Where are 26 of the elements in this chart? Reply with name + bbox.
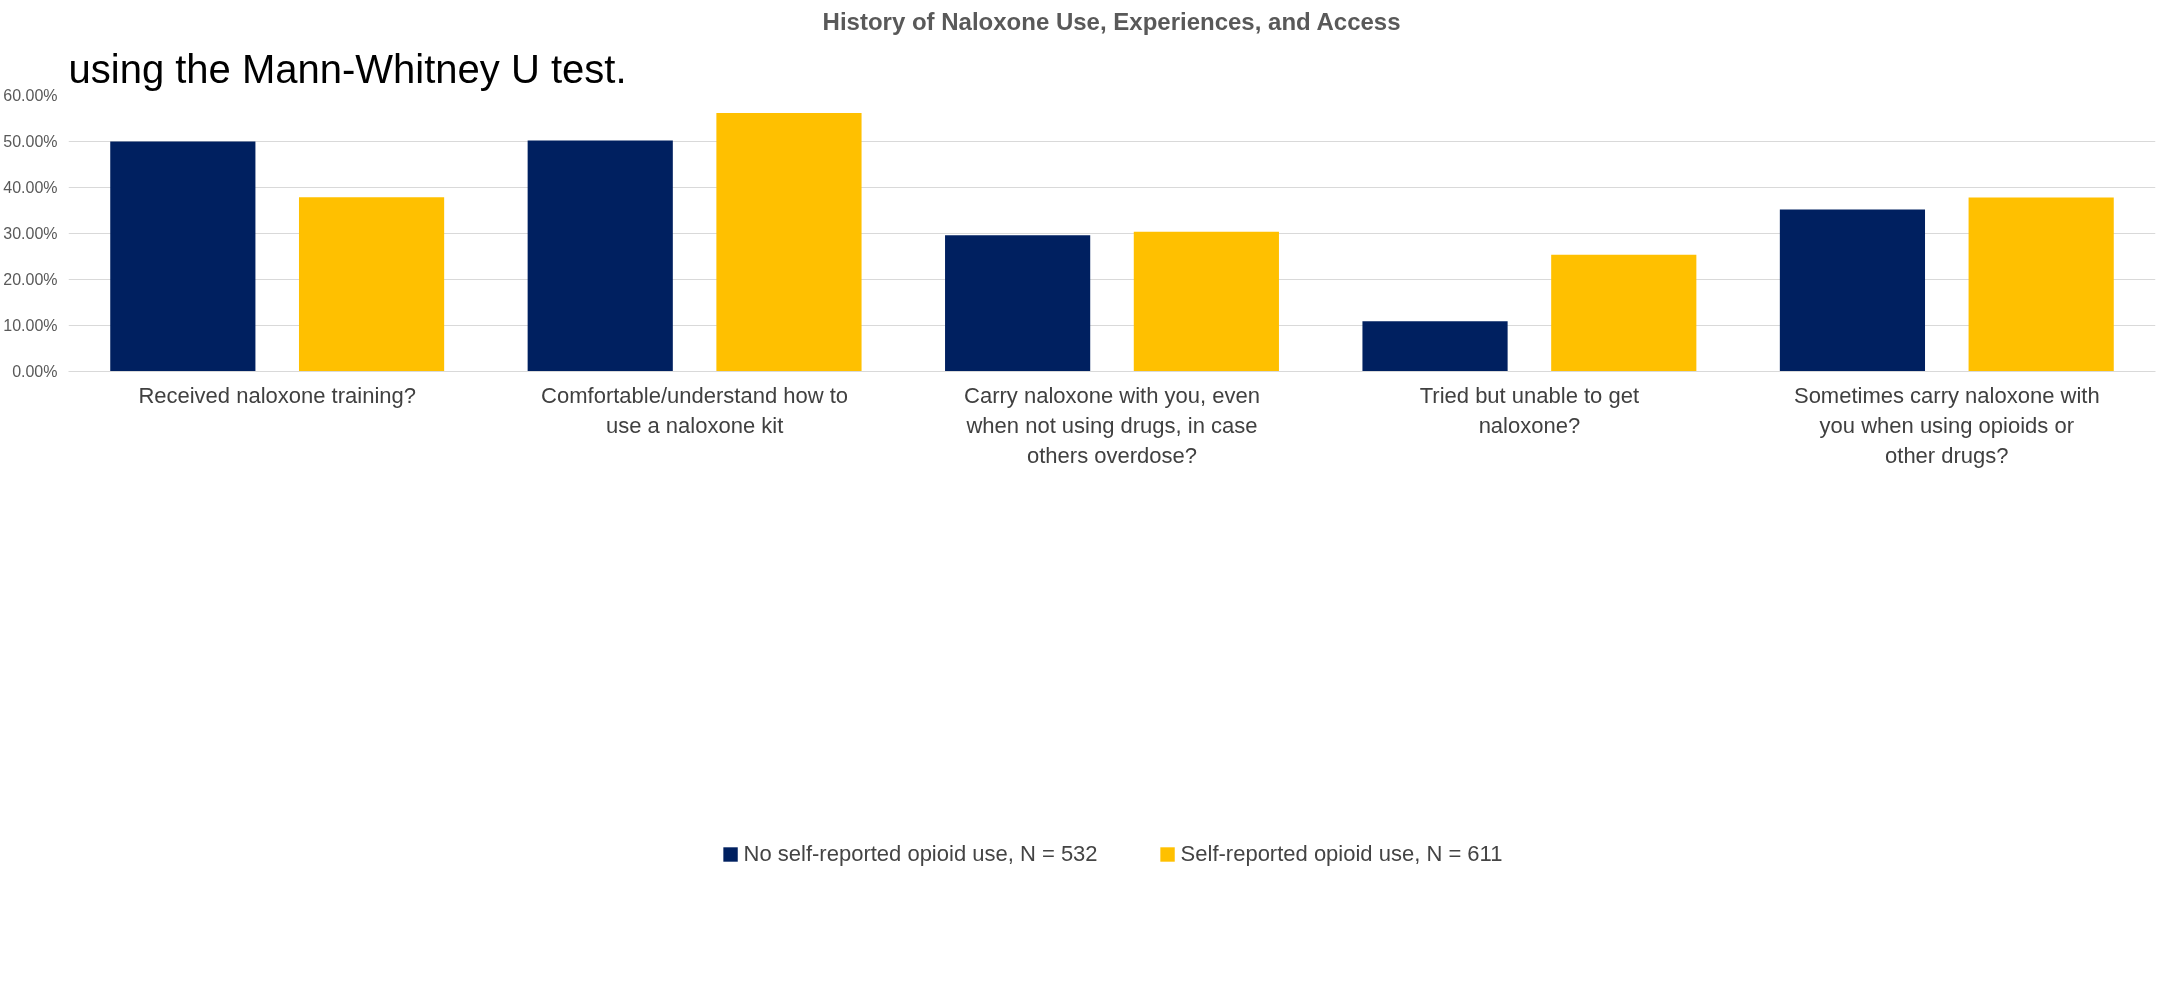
y-tick-label: 10.00% xyxy=(3,317,58,334)
bar xyxy=(1133,231,1279,372)
x-tick-label: Carry naloxone with you, even when not using drugs, in case others overdose? xyxy=(964,382,1260,468)
bar xyxy=(716,112,862,372)
y-tick-label: 20.00% xyxy=(3,271,58,288)
chart-title: History of Naloxone Use, Experiences, and Access xyxy=(822,7,1401,35)
x-tick-label: Sometimes carry naloxone with you when using opioids or other drugs? xyxy=(1793,382,2100,468)
y-tick-label: 40.00% xyxy=(3,179,58,196)
bar xyxy=(1968,197,2114,372)
bar xyxy=(110,141,256,372)
legend-label: Self-reported opioid use, N = 611 xyxy=(1180,840,1503,867)
x-tick-label: Tried but unable to get naloxone? xyxy=(1419,382,1640,438)
x-tick-label: Received naloxone training? xyxy=(138,382,417,408)
bar xyxy=(527,140,673,372)
y-tick-label: 60.00% xyxy=(3,87,58,104)
y-tick-label: 50.00% xyxy=(3,133,58,150)
y-tick-label: 30.00% xyxy=(3,225,58,242)
bar xyxy=(1362,321,1508,372)
bar xyxy=(1779,209,1926,372)
legend-label: No self-reported opioid use, N = 532 xyxy=(743,840,1098,867)
bar xyxy=(1551,254,1697,372)
x-tick-label: Comfortable/understand how to use a naloxone kit xyxy=(541,382,849,438)
text: using the Mann-Whitney U test. xyxy=(68,46,627,91)
y-tick-label: 0.00% xyxy=(12,363,58,380)
bar xyxy=(298,197,445,372)
bar xyxy=(945,235,1091,372)
